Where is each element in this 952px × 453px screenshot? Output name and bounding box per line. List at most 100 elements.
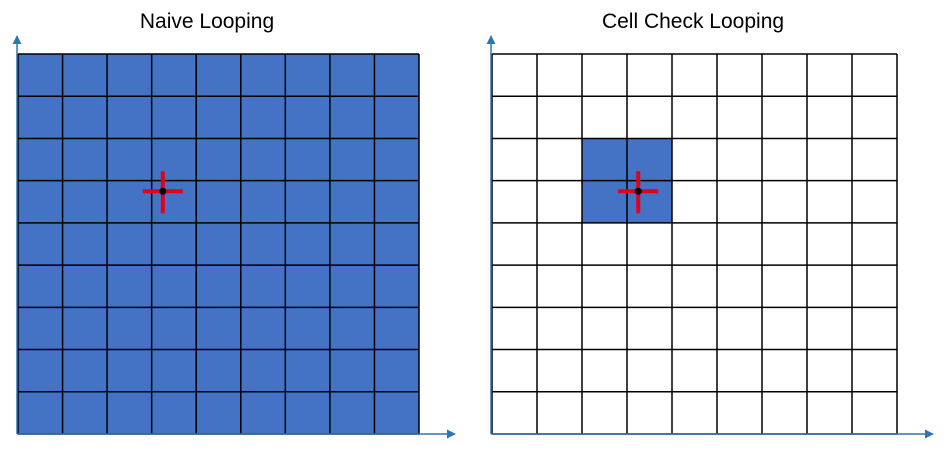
grid-cell: [807, 180, 852, 223]
grid-cell: [672, 391, 717, 434]
grid-cell: [582, 96, 627, 139]
grid-cell-highlighted: [285, 138, 330, 181]
grid-cell: [717, 222, 762, 266]
grid-cell: [672, 307, 717, 350]
grid-cell: [762, 265, 807, 308]
grid-cell: [537, 96, 582, 139]
grid-cell: [537, 307, 582, 350]
grid-cell-highlighted: [18, 180, 63, 223]
grid-cell: [717, 265, 762, 308]
grid-cell: [582, 54, 627, 97]
grid-cell-highlighted: [627, 138, 672, 181]
grid-cell: [852, 307, 897, 350]
grid-cell-highlighted: [18, 265, 63, 308]
grid-cell: [582, 265, 627, 308]
grid-cell-highlighted: [18, 222, 63, 266]
grid-cell-highlighted: [196, 180, 241, 223]
grid-cell: [717, 349, 762, 392]
grid-cell: [807, 96, 852, 139]
grid-cell-highlighted: [107, 138, 152, 181]
grid-cell-highlighted: [151, 180, 197, 223]
grid-cell-highlighted: [107, 349, 152, 392]
grid-cell-highlighted: [329, 391, 375, 434]
grid-cell-highlighted: [240, 222, 286, 266]
grid-cell: [627, 391, 672, 434]
grid-cell: [492, 54, 537, 97]
grid-cell-highlighted: [196, 391, 241, 434]
grid-cell: [717, 391, 762, 434]
grid-cell-highlighted: [62, 180, 108, 223]
grid-cell-highlighted: [151, 265, 197, 308]
grid-cell-highlighted: [62, 54, 108, 97]
grid-cell: [582, 222, 627, 266]
grid-cell: [672, 180, 717, 223]
grid-cell-highlighted: [107, 96, 152, 139]
grid-cell-highlighted: [107, 222, 152, 266]
grid-cell-highlighted: [196, 54, 241, 97]
query-point-dot: [634, 187, 642, 195]
grid-cell-highlighted: [374, 349, 419, 392]
grid-cell: [582, 349, 627, 392]
grid-cell-highlighted: [62, 349, 108, 392]
grid-cell-highlighted: [107, 180, 152, 223]
grid-cell-highlighted: [329, 349, 375, 392]
grid-cell-highlighted: [18, 307, 63, 350]
grid-cell: [627, 96, 672, 139]
grid-cell: [582, 307, 627, 350]
grid-cell: [852, 349, 897, 392]
grid-cell-highlighted: [196, 222, 241, 266]
grid-cell-highlighted: [18, 391, 63, 434]
grid-cell: [537, 349, 582, 392]
grid-cell-highlighted: [329, 222, 375, 266]
grid-cell-highlighted: [18, 349, 63, 392]
grid-cell: [492, 391, 537, 434]
grid-cell: [537, 54, 582, 97]
grid-cell-highlighted: [285, 265, 330, 308]
grid-cell-highlighted: [285, 180, 330, 223]
grid-cell: [852, 96, 897, 139]
grid-cell-highlighted: [329, 96, 375, 139]
grid-cell-highlighted: [196, 349, 241, 392]
grid-cell: [762, 54, 807, 97]
grid-cell-highlighted: [285, 349, 330, 392]
grid-cell-highlighted: [374, 307, 419, 350]
grid-cell: [492, 138, 537, 181]
grid-cell-highlighted: [107, 54, 152, 97]
grid-cell: [672, 138, 717, 181]
grid-cell: [672, 349, 717, 392]
grid-cell: [852, 54, 897, 97]
grid-cell-highlighted: [329, 54, 375, 97]
naive-looping-panel: Naive Looping: [12, 10, 456, 439]
grid-cell-highlighted: [107, 265, 152, 308]
grid-cell-highlighted: [374, 391, 419, 434]
grid-cell: [762, 307, 807, 350]
grid-cell-highlighted: [582, 138, 627, 181]
grid-cell-highlighted: [62, 307, 108, 350]
grid-cell-highlighted: [151, 54, 197, 97]
grid-cell-highlighted: [374, 222, 419, 266]
grid-cell: [852, 138, 897, 181]
grid-cell-highlighted: [329, 265, 375, 308]
query-point-dot: [159, 187, 167, 195]
grid-cell-highlighted: [627, 180, 672, 223]
grid-cell: [807, 265, 852, 308]
grid-cell-highlighted: [285, 307, 330, 350]
grid-cell-highlighted: [374, 180, 419, 223]
grid-cell: [537, 180, 582, 223]
grid-cell: [627, 349, 672, 392]
grid-cell-highlighted: [374, 138, 419, 181]
grid-cell: [762, 349, 807, 392]
grid-cell-highlighted: [374, 54, 419, 97]
grid-cell-highlighted: [107, 307, 152, 350]
grid-cell: [807, 349, 852, 392]
grid-cell-highlighted: [151, 349, 197, 392]
grid-cell: [762, 391, 807, 434]
grid-cell-highlighted: [196, 96, 241, 139]
grid-cell-highlighted: [62, 222, 108, 266]
grid-cell-highlighted: [240, 96, 286, 139]
grid-cell: [537, 138, 582, 181]
grid-cell: [627, 54, 672, 97]
grid-cell: [582, 391, 627, 434]
grid-cell: [717, 54, 762, 97]
